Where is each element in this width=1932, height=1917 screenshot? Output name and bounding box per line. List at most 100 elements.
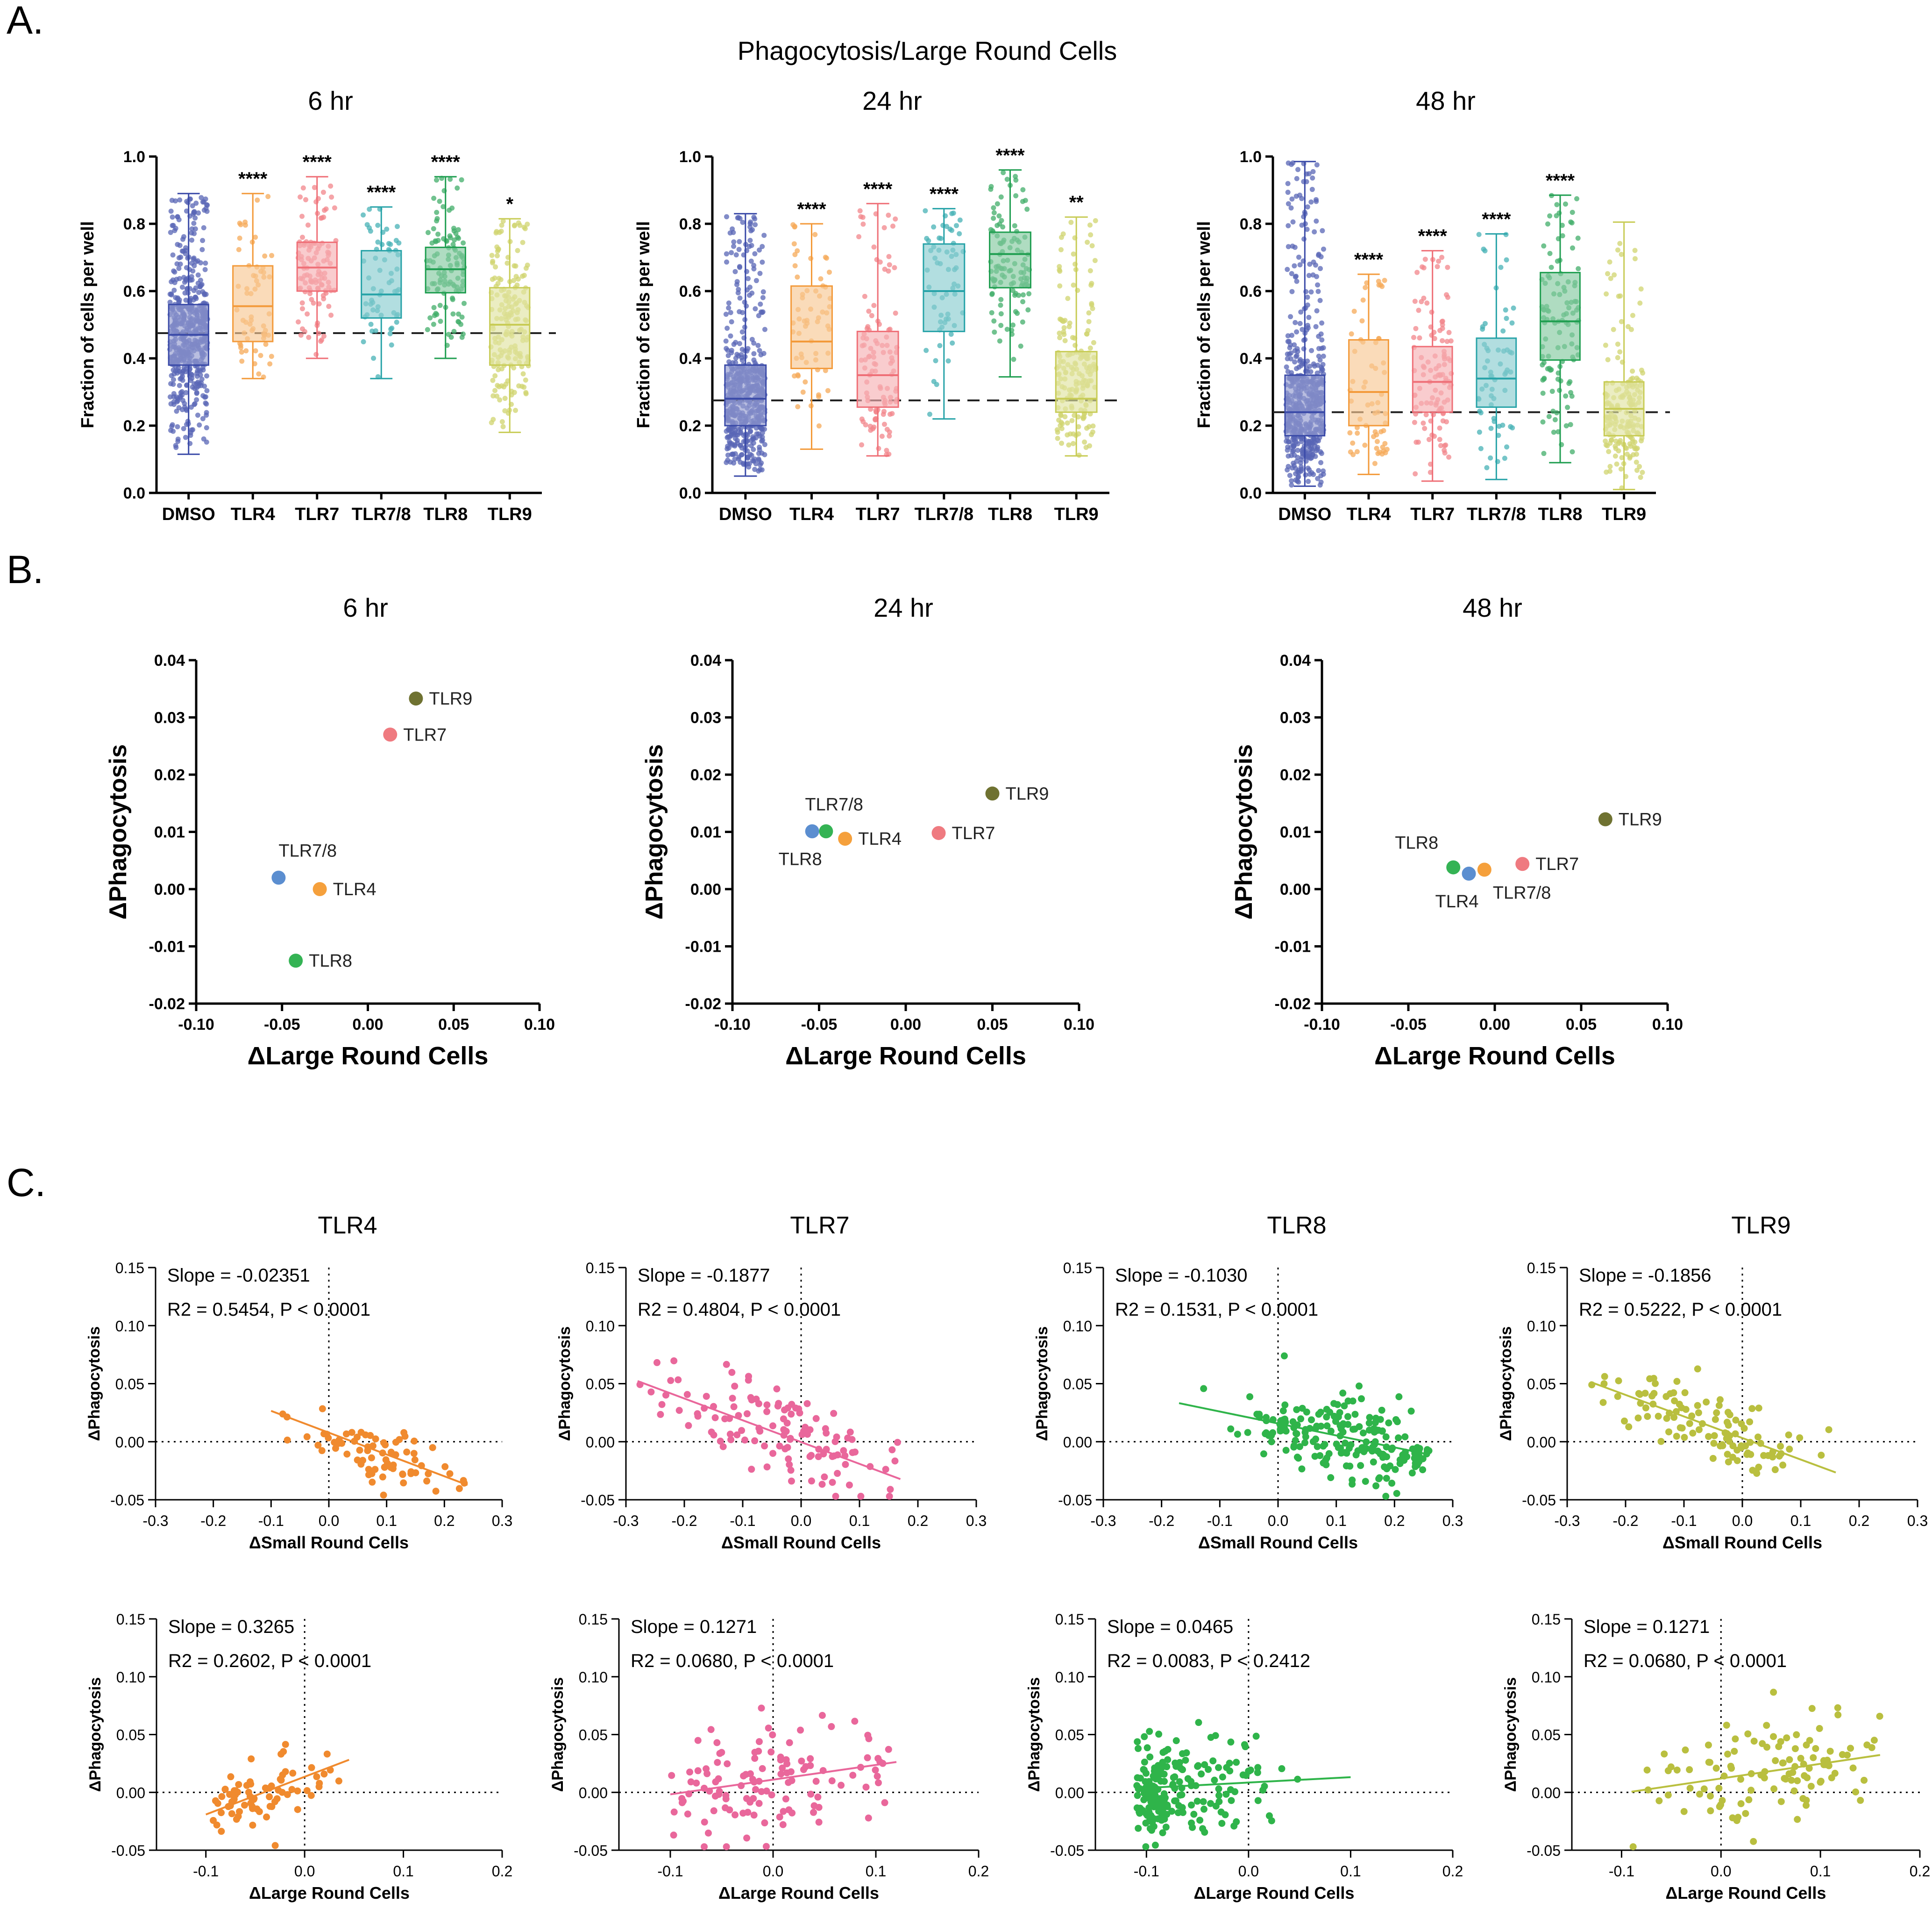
data-point [1168,1808,1175,1815]
data-point [886,268,891,274]
data-point [433,311,439,316]
data-point [873,417,878,423]
x-axis-label: ΔSmall Round Cells [1662,1533,1822,1552]
data-point [1742,1810,1749,1817]
x-tick-label: 0.3 [1442,1512,1463,1529]
slope-annotation: Slope = -0.1856 [1579,1265,1712,1286]
data-point [693,1779,700,1787]
y-tick-label: 0.04 [690,652,721,670]
data-point [184,406,189,412]
data-point [1383,450,1388,456]
data-point [1478,410,1484,416]
data-point [740,1772,747,1780]
data-point [739,452,744,458]
data-point [201,225,206,230]
data-point [1480,324,1485,329]
x-tick-label: TLR7/8 [352,505,411,524]
x-tick-label: 0.2 [1442,1863,1463,1880]
data-point [1540,391,1546,396]
data-point [375,222,381,228]
data-point [196,210,201,216]
data-point [173,295,178,300]
data-point [758,352,764,357]
data-point [1306,273,1312,278]
data-point [425,1470,432,1477]
box-tlr4: ****TLR4 [789,199,834,524]
data-point [1057,335,1063,341]
data-point [1341,1402,1348,1410]
y-tick-label: 0.00 [1532,1784,1561,1801]
data-point [1712,1416,1719,1423]
data-point [502,396,508,401]
data-point [1286,201,1291,207]
data-point [294,1806,301,1813]
data-point [991,318,997,324]
data-point [707,1726,715,1733]
data-point [998,194,1004,200]
data-point [723,338,729,344]
data-point [1639,435,1645,441]
data-point [1059,426,1065,431]
data-point [249,1821,256,1829]
data-point [714,1759,721,1766]
panel-label-c: C. [7,1161,46,1204]
data-points [668,1704,892,1851]
data-point [1179,1809,1186,1817]
data-point [887,1486,894,1493]
data-point [266,1793,273,1801]
data-point [734,282,739,287]
data-point [193,200,199,206]
data-point [752,467,758,472]
data-point [177,383,182,388]
data-point [1308,456,1314,461]
data-point [326,304,332,309]
data-point [1748,1405,1756,1412]
data-point [1619,455,1625,461]
data-point [1218,1820,1226,1827]
data-point [788,1411,795,1418]
data-point [512,222,518,228]
data-point [1284,364,1289,370]
data-point [727,1436,735,1443]
x-tick-label: TLR4 [231,505,275,524]
data-point [1292,244,1298,250]
x-tick-label: TLR8 [1538,505,1583,524]
x-axis-label: ΔLarge Round Cells [1666,1883,1826,1903]
data-point [1617,241,1623,246]
x-tick-label: 0.1 [1790,1512,1811,1529]
data-point [312,185,317,190]
data-point [1541,376,1547,382]
data-point [192,215,198,221]
data-point [807,1790,815,1798]
data-point [451,328,457,334]
data-point [1339,1390,1347,1397]
data-point [1777,1738,1784,1746]
data-point [1711,1432,1718,1440]
x-tick-label: 0.00 [352,1016,383,1033]
data-point [1371,1419,1379,1426]
data-point [1362,442,1368,448]
data-point [1299,468,1304,474]
data-point [991,205,996,211]
data-point [321,296,327,302]
y-tick-label: 0.05 [1055,1727,1084,1744]
data-point [1788,1776,1795,1784]
data-point [1395,1393,1403,1400]
data-point [1084,331,1089,337]
data-point [1320,1442,1327,1450]
data-point [1233,1759,1240,1766]
y-tick-label: -0.05 [1522,1492,1556,1509]
box-rect [1348,339,1389,427]
data-point [455,1485,463,1492]
data-point [1676,1424,1684,1432]
y-tick-label: 0.4 [679,350,701,368]
data-point [999,218,1004,223]
data-point [1062,414,1068,420]
data-point [441,1463,449,1470]
y-tick-label: 0.2 [1240,417,1262,435]
data-point [876,446,881,451]
data-point [842,1461,849,1468]
data-point [306,335,312,340]
data-point [750,1795,757,1802]
slope-annotation: Slope = 0.1271 [631,1617,757,1637]
